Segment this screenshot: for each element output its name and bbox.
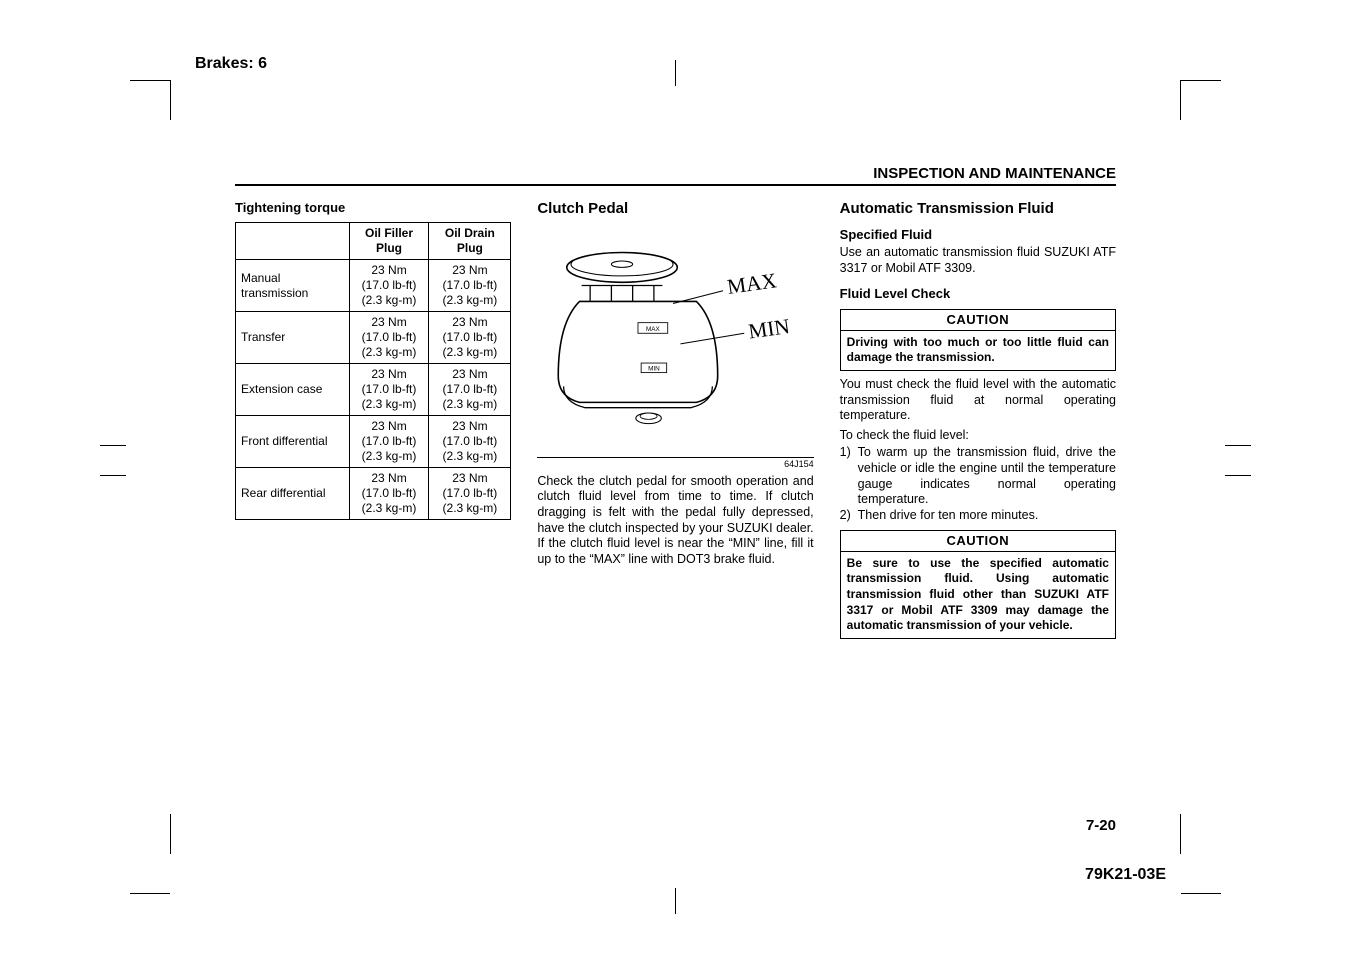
crop-mark (130, 80, 170, 81)
table-row: Transfer 23 Nm (17.0 lb-ft) (2.3 kg-m) 2… (236, 312, 511, 364)
page-number: 7-20 (1086, 817, 1116, 834)
row-filler: 23 Nm (17.0 lb-ft) (2.3 kg-m) (349, 364, 429, 416)
fluid-level-body: You must check the fluid level with the … (840, 377, 1116, 424)
step-item: 1) To warm up the transmission fluid, dr… (840, 445, 1116, 508)
document-code: 79K21-03E (1085, 866, 1166, 884)
clutch-pedal-heading: Clutch Pedal (537, 200, 813, 219)
table-row: Rear differential 23 Nm (17.0 lb-ft) (2.… (236, 468, 511, 520)
column-1: Tightening torque Oil Filler Plug Oil Dr… (235, 200, 511, 645)
running-header: Brakes: 6 (195, 55, 267, 73)
crop-mark (1180, 80, 1181, 120)
crop-mark (1181, 80, 1221, 81)
table-row: Manual transmission 23 Nm (17.0 lb-ft) (… (236, 260, 511, 312)
step-text: To warm up the transmission fluid, drive… (858, 445, 1116, 508)
column-3: Automatic Transmission Fluid Specified F… (840, 200, 1116, 645)
crop-mark (100, 475, 126, 476)
atf-heading: Automatic Transmission Fluid (840, 200, 1116, 219)
table-header-drain: Oil Drain Plug (429, 223, 511, 260)
tightening-torque-title: Tightening torque (235, 200, 511, 216)
crop-mark (1225, 475, 1251, 476)
step-number: 1) (840, 445, 858, 508)
table-header-row: Oil Filler Plug Oil Drain Plug (236, 223, 511, 260)
figure-caption: 64J154 (537, 457, 813, 470)
content-columns: Tightening torque Oil Filler Plug Oil Dr… (235, 200, 1116, 645)
row-label: Transfer (236, 312, 350, 364)
row-filler: 23 Nm (17.0 lb-ft) (2.3 kg-m) (349, 468, 429, 520)
steps-list: 1) To warm up the transmission fluid, dr… (840, 445, 1116, 523)
crop-mark (1180, 814, 1181, 854)
step-text: Then drive for ten more minutes. (858, 508, 1116, 524)
caution-body: Driving with too much or too little flui… (841, 331, 1115, 370)
clutch-reservoir-figure: MAX MIN MAX MIN (537, 227, 813, 450)
caution-title: CAUTION (841, 310, 1115, 331)
step-number: 2) (840, 508, 858, 524)
step-item: 2) Then drive for ten more minutes. (840, 508, 1116, 524)
page: Brakes: 6 INSPECTION AND MAINTENANCE Tig… (0, 0, 1351, 954)
crop-mark (170, 814, 171, 854)
clutch-body-text: Check the clutch pedal for smooth operat… (537, 474, 813, 568)
row-label: Manual transmission (236, 260, 350, 312)
row-drain: 23 Nm (17.0 lb-ft) (2.3 kg-m) (429, 416, 511, 468)
section-header: INSPECTION AND MAINTENANCE (873, 165, 1116, 182)
caution-title: CAUTION (841, 531, 1115, 552)
table-row: Front differential 23 Nm (17.0 lb-ft) (2… (236, 416, 511, 468)
row-filler: 23 Nm (17.0 lb-ft) (2.3 kg-m) (349, 312, 429, 364)
row-drain: 23 Nm (17.0 lb-ft) (2.3 kg-m) (429, 364, 511, 416)
tank-min-label: MIN (648, 365, 660, 372)
row-filler: 23 Nm (17.0 lb-ft) (2.3 kg-m) (349, 260, 429, 312)
crop-mark (130, 893, 170, 894)
crop-mark (1181, 893, 1221, 894)
row-label: Rear differential (236, 468, 350, 520)
row-drain: 23 Nm (17.0 lb-ft) (2.3 kg-m) (429, 312, 511, 364)
section-rule (235, 184, 1116, 186)
crop-mark (675, 60, 676, 86)
caution-box-1: CAUTION Driving with too much or too lit… (840, 309, 1116, 371)
crop-mark (1225, 445, 1251, 446)
tank-max-label: MAX (646, 326, 661, 333)
specified-fluid-heading: Specified Fluid (840, 227, 1116, 243)
max-callout-label: MAX (726, 268, 778, 299)
column-2: Clutch Pedal MAX MIN (537, 200, 813, 645)
crop-mark (675, 888, 676, 914)
row-drain: 23 Nm (17.0 lb-ft) (2.3 kg-m) (429, 260, 511, 312)
min-callout-label: MIN (747, 314, 791, 344)
torque-table: Oil Filler Plug Oil Drain Plug Manual tr… (235, 222, 511, 520)
crop-mark (170, 80, 171, 120)
fluid-level-check-heading: Fluid Level Check (840, 286, 1116, 302)
crop-mark (100, 445, 126, 446)
specified-fluid-body: Use an automatic transmission fluid SUZU… (840, 245, 1116, 276)
table-header-blank (236, 223, 350, 260)
table-row: Extension case 23 Nm (17.0 lb-ft) (2.3 k… (236, 364, 511, 416)
caution-box-2: CAUTION Be sure to use the specified aut… (840, 530, 1116, 639)
caution-body: Be sure to use the specified automatic t… (841, 552, 1115, 638)
row-label: Front differential (236, 416, 350, 468)
row-label: Extension case (236, 364, 350, 416)
table-header-filler: Oil Filler Plug (349, 223, 429, 260)
row-drain: 23 Nm (17.0 lb-ft) (2.3 kg-m) (429, 468, 511, 520)
steps-intro: To check the fluid level: (840, 428, 1116, 444)
row-filler: 23 Nm (17.0 lb-ft) (2.3 kg-m) (349, 416, 429, 468)
